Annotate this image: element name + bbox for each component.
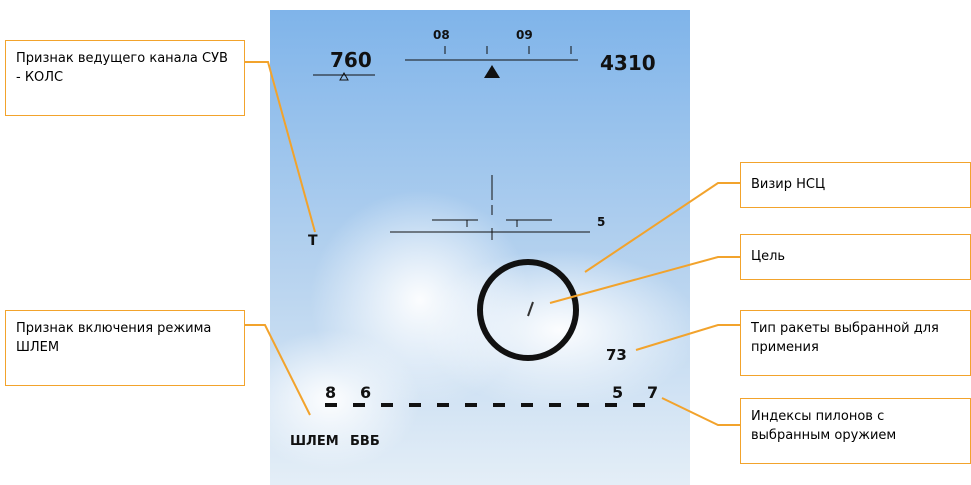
target: [527, 301, 534, 317]
callout: Признак ведущего канала СУВ - КОЛС: [5, 40, 245, 116]
callout: Тип ракеты выбранной для примения: [740, 310, 971, 376]
altitude: 4310: [600, 51, 656, 75]
speed-pointer: [339, 71, 349, 81]
heading-pointer: [484, 65, 500, 78]
pylon-index: 7: [647, 383, 658, 402]
pitch-label: 5: [597, 215, 605, 229]
missile-type: 73: [606, 346, 627, 364]
leader-lines: [245, 61, 740, 426]
callout: Визир НСЦ: [740, 162, 971, 208]
pylon-index: 5: [612, 383, 623, 402]
pylon-index: 8: [325, 383, 336, 402]
mode-label: ШЛЕМ: [290, 434, 339, 449]
callout: Цель: [740, 234, 971, 280]
cloud: [420, 250, 700, 410]
hud-symbology: [313, 46, 590, 240]
heading-label: 08: [433, 28, 450, 42]
pylon-index: 6: [360, 383, 371, 402]
heading-label: 09: [516, 28, 533, 42]
speed: 760: [330, 48, 372, 72]
callout: Индексы пилонов с выбранным оружием: [740, 398, 971, 464]
mode-label: БВБ: [350, 434, 380, 449]
channel-sign: Т: [308, 233, 318, 249]
callout: Признак включения режима ШЛЕМ: [5, 310, 245, 386]
sight-circle: [477, 259, 579, 361]
